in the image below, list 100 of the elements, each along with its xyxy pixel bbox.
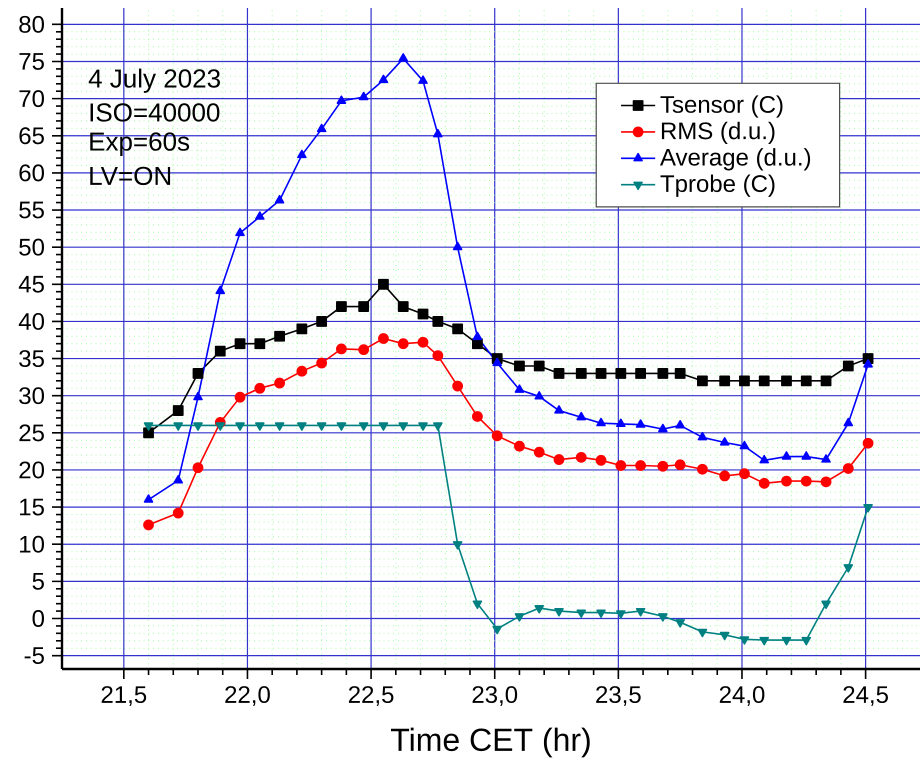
point	[842, 463, 854, 474]
point	[296, 366, 308, 377]
point	[844, 418, 854, 426]
point	[472, 332, 482, 340]
point	[274, 422, 284, 431]
point	[433, 128, 443, 138]
point	[472, 411, 483, 422]
x-tick-label: 23,5	[596, 686, 641, 706]
x-tick-label: 24,0	[720, 686, 764, 706]
point	[863, 359, 873, 368]
point	[432, 316, 444, 327]
x-axis-title: Time CET (hr)	[390, 728, 590, 758]
point	[554, 405, 564, 414]
y-tick-label: 0	[32, 610, 44, 627]
point	[596, 609, 606, 618]
point	[636, 608, 646, 616]
point	[316, 124, 326, 132]
point	[492, 430, 503, 442]
point	[698, 432, 708, 440]
point	[554, 608, 564, 616]
point	[336, 301, 347, 312]
point	[514, 613, 524, 622]
point	[534, 446, 545, 458]
point	[215, 286, 226, 294]
point	[740, 636, 750, 645]
point	[492, 626, 502, 634]
point	[862, 438, 874, 449]
point	[844, 564, 854, 573]
point	[378, 278, 389, 290]
point	[758, 478, 770, 489]
point	[452, 323, 464, 334]
point	[378, 74, 388, 84]
point	[514, 440, 525, 452]
point	[235, 422, 245, 431]
point	[452, 380, 464, 392]
x-tick-label: 21,5	[102, 686, 146, 706]
point	[254, 338, 266, 350]
y-tick-label: 5	[32, 573, 44, 590]
point	[254, 382, 266, 394]
point	[615, 368, 626, 379]
x-tick-label: 23,0	[472, 686, 518, 706]
point	[615, 460, 626, 471]
point	[720, 437, 730, 446]
point	[336, 422, 346, 431]
point	[842, 360, 854, 372]
point	[316, 358, 328, 368]
point	[255, 422, 265, 431]
point	[358, 344, 370, 356]
point	[297, 150, 307, 158]
point	[616, 418, 626, 428]
y-tick-label: 45	[18, 276, 44, 293]
point	[492, 358, 502, 366]
x-tick-label: 22,0	[225, 686, 270, 706]
point	[398, 422, 408, 431]
point	[336, 95, 346, 104]
y-tick-label: 70	[19, 90, 44, 108]
y-tick-label: 75	[19, 53, 44, 70]
legend-label: RMS (d.u.)	[662, 122, 774, 144]
x-tick-label: 22,5	[348, 686, 394, 706]
point	[358, 301, 370, 312]
point	[658, 613, 668, 622]
point	[658, 424, 668, 432]
point	[657, 368, 668, 379]
point	[274, 194, 284, 204]
point	[418, 75, 428, 84]
y-tick-label: 40	[18, 312, 44, 330]
y-tick-label: 60	[19, 164, 44, 182]
point	[173, 422, 183, 431]
y-tick-label: 55	[19, 202, 44, 218]
point	[635, 460, 646, 471]
point	[576, 412, 586, 420]
point	[193, 422, 203, 431]
point	[759, 636, 770, 646]
point	[214, 346, 226, 357]
point	[452, 242, 462, 250]
point	[782, 451, 792, 460]
point	[576, 368, 587, 379]
point	[554, 368, 564, 379]
point	[398, 338, 409, 350]
y-tick-label: -5	[24, 647, 44, 664]
point	[675, 420, 685, 429]
point	[821, 600, 831, 610]
point	[215, 422, 226, 431]
point	[801, 636, 812, 646]
point	[418, 308, 428, 320]
point	[698, 628, 708, 638]
point	[719, 470, 730, 482]
point	[452, 541, 462, 550]
point	[636, 419, 646, 428]
point	[193, 392, 203, 400]
y-tick-label: 25	[19, 424, 44, 442]
point	[821, 454, 831, 463]
point	[674, 368, 686, 379]
point	[635, 368, 646, 379]
point	[782, 636, 792, 646]
point	[192, 462, 204, 474]
point	[192, 368, 204, 379]
point	[739, 468, 750, 480]
y-tick-label: 50	[19, 238, 44, 256]
point	[800, 375, 812, 386]
